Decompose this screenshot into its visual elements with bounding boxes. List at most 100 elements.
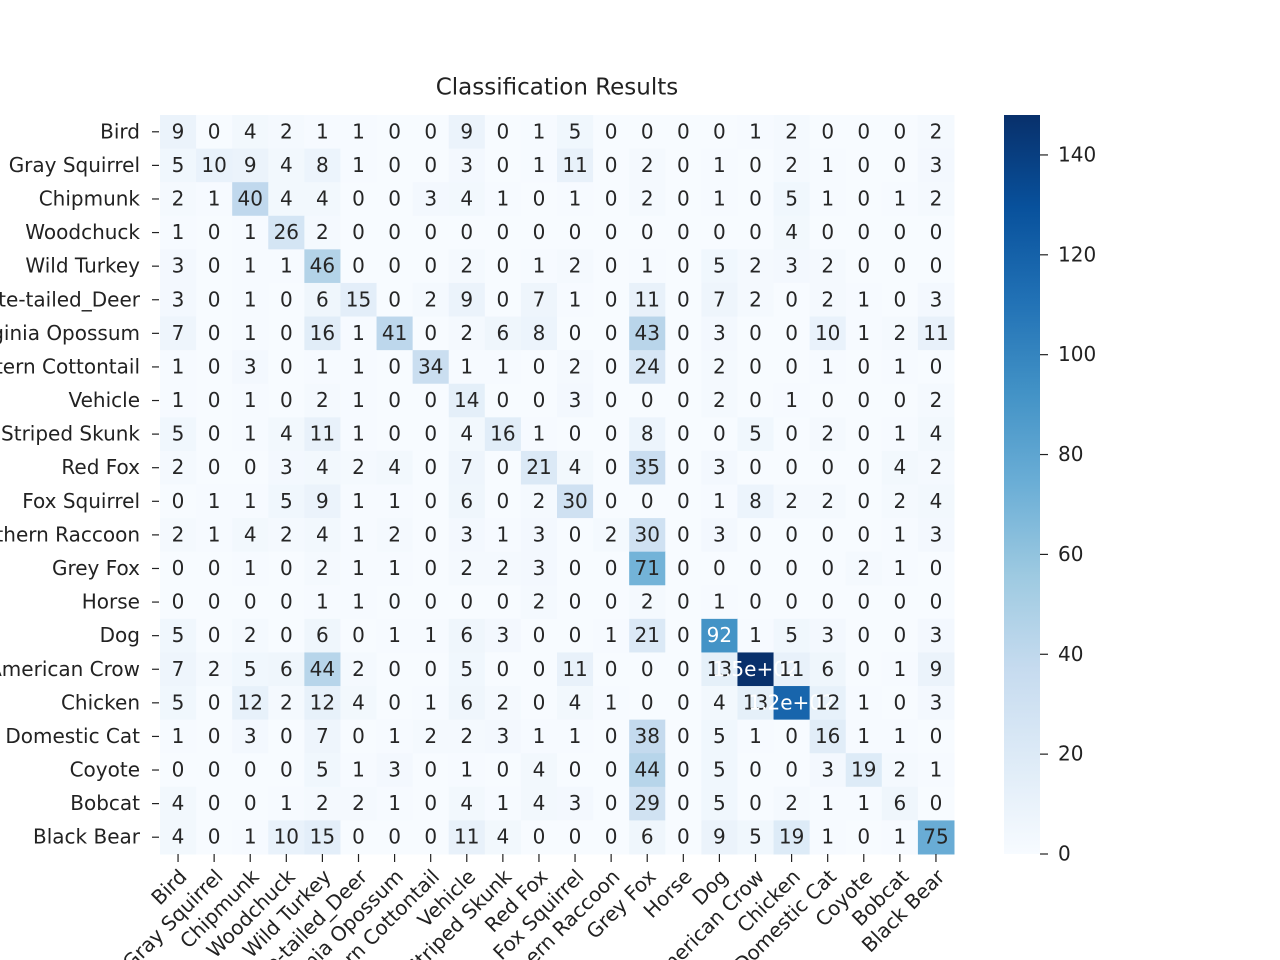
cell-label: 0 [496, 254, 509, 278]
heatmap-cell [448, 417, 486, 452]
cell-label: 5 [280, 489, 293, 513]
heatmap-cell [232, 148, 269, 183]
y-tick-label: Eastern Cottontail [0, 354, 140, 378]
cell-label: 1 [280, 254, 293, 278]
cell-label: 1 [857, 724, 870, 748]
cell-label: 2 [172, 522, 185, 546]
cell-label: 4 [893, 455, 906, 479]
cell-label: 8 [316, 153, 329, 177]
cell-label: 29 [635, 791, 660, 815]
heatmap-cell [520, 551, 558, 586]
cell-label: 0 [857, 254, 870, 278]
heatmap-cell [737, 551, 775, 586]
cell-label: 3 [460, 522, 473, 546]
heatmap-cell [196, 820, 233, 855]
heatmap-cell [376, 686, 414, 721]
heatmap-cell [448, 148, 486, 183]
cell-label: 1 [749, 724, 762, 748]
heatmap-cell [484, 450, 522, 485]
cell-label: 0 [208, 590, 221, 614]
cell-label: 5 [713, 254, 726, 278]
cell-label: 0 [569, 556, 582, 580]
cell-label: 1 [496, 186, 509, 210]
cell-label: 0 [352, 220, 365, 244]
cell-label: 0 [569, 758, 582, 782]
heatmap-cell [737, 450, 775, 485]
cell-label: 6 [280, 657, 293, 681]
cell-label: 5 [749, 825, 762, 849]
heatmap-cell [917, 282, 955, 318]
heatmap-cell [773, 686, 811, 721]
y-tick-label: Coyote [70, 758, 140, 782]
cell-label: 3 [930, 287, 943, 311]
cell-label: 0 [424, 522, 437, 546]
heatmap-cell [232, 350, 269, 385]
cell-label: 3 [533, 556, 546, 580]
cell-label: 4 [280, 186, 293, 210]
cell-label: 5 [713, 724, 726, 748]
heatmap-cell [593, 686, 630, 721]
heatmap-cell [412, 417, 450, 452]
cell-label: 0 [280, 354, 293, 378]
heatmap-cell [160, 518, 197, 553]
cell-label: 1 [893, 825, 906, 849]
heatmap-cell [376, 484, 414, 519]
heatmap-cell [737, 719, 775, 754]
cell-label: 0 [821, 590, 834, 614]
heatmap-cell [809, 585, 847, 620]
cell-label: 5 [316, 758, 329, 782]
cell-label: 0 [605, 422, 618, 446]
heatmap-cell [773, 820, 811, 855]
heatmap-cell [232, 182, 269, 217]
heatmap-cell [773, 753, 811, 788]
cell-label: 21 [526, 455, 551, 479]
cell-label: 2 [280, 119, 293, 143]
cell-label: 0 [460, 220, 473, 244]
heatmap-cell [448, 484, 486, 519]
heatmap-cell [593, 148, 630, 183]
heatmap-cell [268, 417, 305, 452]
cell-label: 43 [635, 321, 660, 345]
heatmap-cell [520, 820, 558, 855]
cell-label: 4 [316, 522, 329, 546]
cell-label: 2 [460, 724, 473, 748]
heatmap-cell [304, 249, 341, 284]
cell-label: 2 [821, 287, 834, 311]
cell-label: 0 [749, 455, 762, 479]
y-tick-label: Striped Skunk [1, 422, 140, 446]
cell-label: 6 [496, 321, 509, 345]
cell-label: 3 [930, 522, 943, 546]
cell-label: 1 [208, 522, 221, 546]
y-tick-label: Fox Squirrel [22, 489, 140, 513]
colorbar-tick-label: 140 [1058, 142, 1096, 166]
heatmap-cell [232, 249, 269, 284]
cell-label: 0 [677, 388, 690, 412]
cell-label: 19 [779, 825, 804, 849]
heatmap-cell [304, 316, 341, 351]
cell-label: 1 [749, 623, 762, 647]
cell-label: 92 [707, 623, 732, 647]
heatmap-cell [737, 182, 775, 217]
heatmap-cell [412, 686, 450, 721]
heatmap-cell [304, 753, 341, 788]
cell-label: 0 [930, 590, 943, 614]
cell-label: 1 [460, 354, 473, 378]
heatmap-cell [737, 383, 775, 418]
cell-label: 2 [893, 758, 906, 782]
cell-label: 0 [641, 388, 654, 412]
cell-label: 0 [677, 153, 690, 177]
cell-label: 1 [893, 422, 906, 446]
heatmap-cell [520, 249, 558, 284]
cell-label: 0 [677, 220, 690, 244]
cell-label: 6 [316, 623, 329, 647]
heatmap-cell [484, 282, 522, 318]
cell-label: 0 [677, 590, 690, 614]
heatmap-cell [160, 182, 197, 217]
heatmap-cell [340, 417, 378, 452]
cell-label: 26 [274, 220, 299, 244]
heatmap-cell [376, 753, 414, 788]
heatmap-cell [412, 282, 450, 318]
heatmap-cell [268, 820, 305, 855]
cell-label: 44 [635, 758, 660, 782]
heatmap-cell [448, 820, 486, 855]
